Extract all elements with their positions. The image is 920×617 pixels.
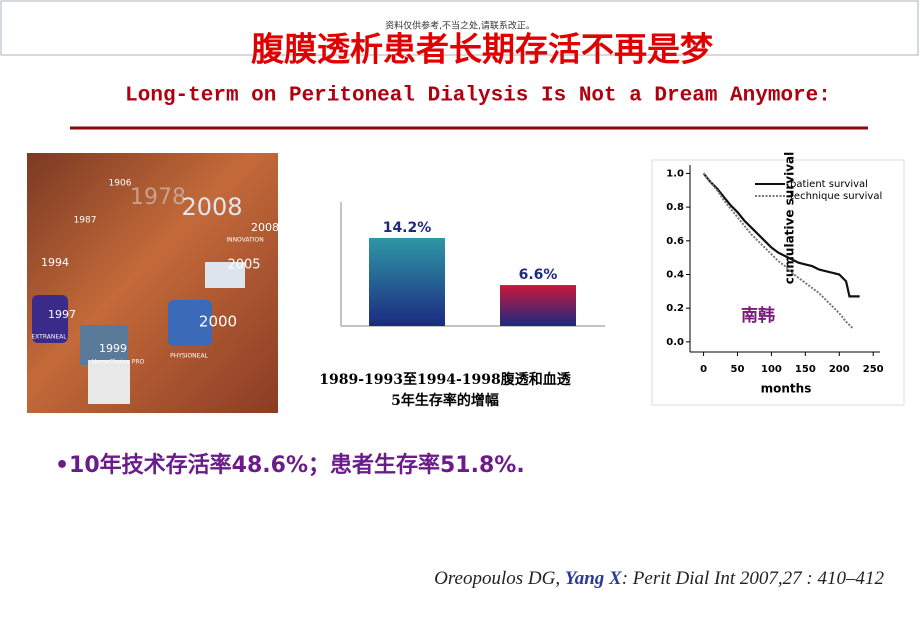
value-label: 14.2% [383,220,432,236]
title: 腹膜透析患者长期存活不再是梦 [251,30,714,69]
citation: Oreopoulos DG, Yang X: Perit Dial Int 20… [434,568,884,589]
y-axis-title: cumulative survival [783,152,797,284]
photo-label: 1999 [99,342,127,355]
photo-label: 1978 [130,185,186,210]
photo-label: 2008 [181,193,242,221]
bar-chart: 1989-1993至1994-1998腹透和血透 5年生存率的增幅 14.2% 6… [319,202,605,409]
y-tick-label: 0.8 [666,202,684,213]
x-tick-label: 150 [795,364,816,375]
photo-label: 1997 [48,308,76,321]
value-label: 6.6% [519,267,558,283]
photo-label: 2000 [199,313,237,331]
citation-rest: : Perit Dial Int 2007,27 : 410–412 [622,568,885,589]
x-tick-label: 50 [731,364,745,375]
photo-label: HomeChoice PRO [92,359,145,366]
caption: 1989-1993至1994-1998腹透和血透 [319,371,571,388]
photo: 1978200819061987199419971999200020052008… [27,153,279,413]
survival-chart: cumulative survival months 南韩 0.0 0.2 0.4 0… [651,152,905,406]
series-line [702,172,860,298]
photo-label: 2008 [251,221,279,234]
y-tick-label: 1.0 [666,168,684,179]
x-tick-label: 0 [700,364,707,375]
x-tick-label: 200 [829,364,850,375]
legend-label: patient survival [790,179,868,190]
chart-frame [651,159,905,406]
citation-authors: Oreopoulos DG, [434,568,565,589]
photo-label: 1906 [109,179,132,189]
photo-label: INNOVATION [226,237,263,244]
photo-tile [168,300,212,346]
photo-label: 2005 [227,258,260,273]
y-tick-label: 0.4 [666,270,684,281]
bar [369,237,445,326]
subtitle: Long-term on Peritoneal Dialysis Is Not … [125,85,831,108]
y-tick-label: 0.6 [666,236,684,247]
note: 资料仅供参考,不当之处,请联系改正。 [385,20,535,32]
note-box [0,0,919,56]
annotation: 南韩 [741,305,775,326]
photo-label: 1994 [41,256,69,269]
photo-tile [32,295,68,343]
photo-label: 1987 [74,216,97,226]
legend-label: technique survival [790,191,882,202]
bar [500,285,576,326]
x-tick-label: 250 [863,364,884,375]
photo-tile [80,325,128,365]
series-line [702,172,854,330]
photo-device [88,360,130,404]
x-axis-title: months [761,382,812,396]
y-tick-label: 0.0 [666,337,684,348]
photo-label: EXTRANEAL [31,334,67,341]
x-tick-label: 100 [761,364,782,375]
bullet-text: •10年技术存活率48.6%；患者生存率51.8%. [55,452,525,478]
photo-tile [205,262,245,288]
photo-label: PHYSIONEAL [170,353,208,360]
y-tick-label: 0.2 [666,303,684,314]
caption: 5年生存率的增幅 [391,392,499,409]
citation-highlight: Yang X [565,568,623,589]
